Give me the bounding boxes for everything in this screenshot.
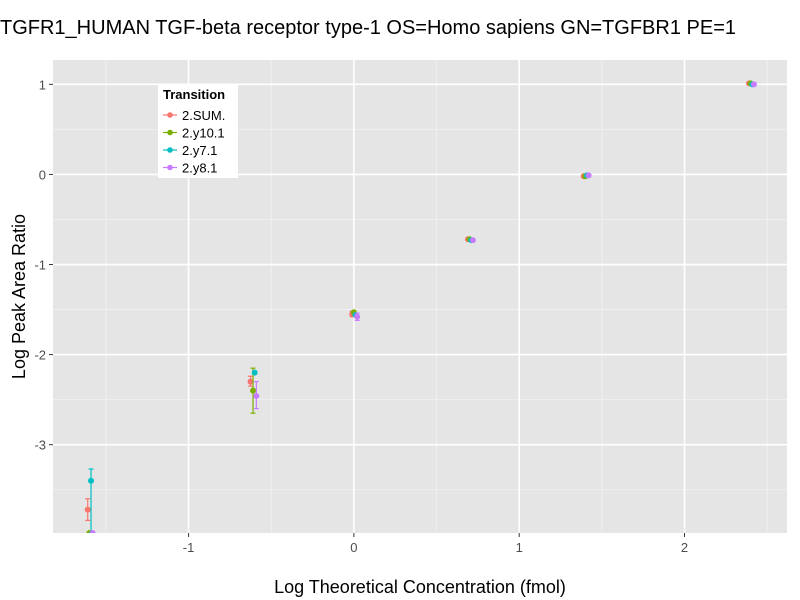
- data-point: [469, 237, 476, 244]
- y-axis: -3 -2 -1 0 1: [34, 77, 53, 453]
- x-tick-label: 2: [681, 540, 688, 555]
- legend-key-point: [167, 147, 173, 153]
- y-tick-label: -2: [34, 348, 46, 363]
- data-point: [250, 387, 257, 394]
- data-point: [251, 369, 258, 376]
- legend-key-point: [167, 164, 173, 171]
- data-point: [253, 393, 260, 400]
- x-axis-title: Log Theoretical Concentration (fmol): [274, 577, 566, 597]
- legend-key-point: [167, 112, 173, 118]
- chart-title: TGFR1_HUMAN TGF-beta receptor type-1 OS=…: [0, 17, 736, 39]
- y-tick-label: 0: [39, 167, 46, 182]
- legend-title: Transition: [163, 87, 225, 102]
- data-marks: [84, 80, 757, 533]
- series-2-y8-1: [89, 81, 757, 533]
- legend-label: 2.y10.1: [182, 126, 225, 141]
- x-tick-label: -1: [183, 540, 195, 555]
- data-point: [247, 378, 254, 385]
- data-point: [750, 81, 757, 88]
- legend-key-point: [167, 129, 173, 136]
- data-point: [585, 172, 592, 179]
- legend: Transition 2.SUM. 2.y10.1 2.y7.1 2.y8.1: [158, 84, 238, 178]
- y-tick-label: 1: [39, 77, 46, 92]
- legend-label: 2.SUM.: [182, 108, 225, 123]
- legend-items: 2.SUM. 2.y10.1 2.y7.1 2.y8.1: [163, 108, 225, 176]
- data-point: [354, 313, 361, 320]
- x-tick-label: 0: [350, 540, 357, 555]
- y-tick-label: -1: [34, 258, 46, 273]
- grid-minor: [53, 60, 787, 533]
- x-tick-label: 1: [516, 540, 523, 555]
- legend-label: 2.y8.1: [182, 161, 217, 176]
- data-point: [84, 506, 91, 513]
- data-point: [89, 530, 96, 533]
- y-axis-title: Log Peak Area Ratio: [9, 214, 29, 379]
- data-point: [88, 477, 95, 484]
- x-axis: -1 0 1 2: [183, 533, 688, 555]
- y-tick-label: -3: [34, 438, 46, 453]
- legend-label: 2.y7.1: [182, 143, 217, 158]
